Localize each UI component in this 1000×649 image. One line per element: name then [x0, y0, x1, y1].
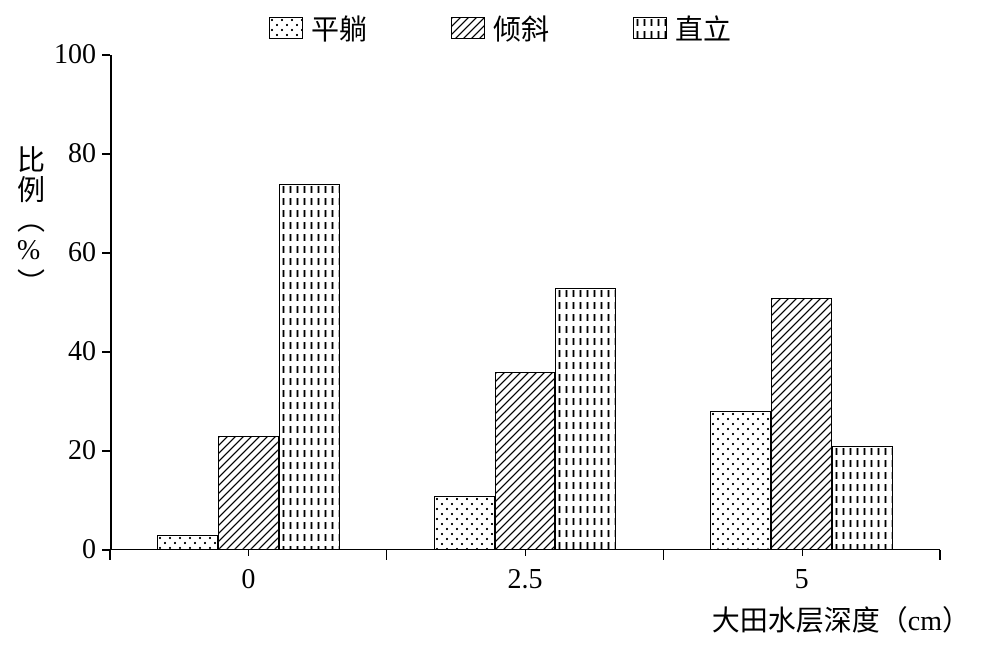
legend-label-0: 平躺: [311, 8, 367, 48]
y-tick-label: 20: [68, 435, 96, 467]
y-tick: [102, 54, 110, 56]
x-tick-label: 5: [795, 564, 809, 596]
y-tick: [102, 351, 110, 353]
legend-item-2: 直立: [633, 8, 731, 48]
chart: 平躺 倾斜 直立 比例（%） 大田水层深度（cm） 02040608010002…: [0, 0, 1000, 649]
bar: [218, 436, 279, 550]
legend-label-2: 直立: [675, 8, 731, 48]
y-tick-label: 80: [68, 138, 96, 170]
x-tick-minor: [802, 550, 803, 556]
y-axis: [110, 55, 112, 550]
x-axis-label: 大田水层深度（cm）: [712, 599, 970, 639]
x-tick-minor: [248, 550, 249, 556]
y-tick-label: 60: [68, 237, 96, 269]
x-tick-major: [939, 550, 941, 560]
legend-label-1: 倾斜: [493, 8, 549, 48]
x-tick-major: [386, 550, 388, 560]
bar: [157, 535, 218, 550]
legend-item-1: 倾斜: [451, 8, 549, 48]
y-tick-label: 100: [54, 39, 96, 71]
bar: [495, 372, 556, 550]
x-tick-major: [663, 550, 665, 560]
bar: [832, 446, 893, 550]
bar: [710, 411, 771, 550]
x-tick-label: 0: [241, 564, 255, 596]
y-axis-label: 比例（%）: [8, 145, 48, 298]
y-tick-label: 40: [68, 336, 96, 368]
x-tick-label: 2.5: [508, 564, 543, 596]
y-tick: [102, 252, 110, 254]
y-tick: [102, 450, 110, 452]
legend-swatch-0: [269, 17, 303, 39]
plot-area: 02040608010002.55: [110, 55, 940, 550]
x-tick-minor: [525, 550, 526, 556]
y-tick: [102, 153, 110, 155]
legend: 平躺 倾斜 直立: [0, 8, 1000, 48]
bar: [555, 288, 616, 550]
legend-swatch-2: [633, 17, 667, 39]
bar: [279, 184, 340, 550]
bar: [771, 298, 832, 550]
legend-item-0: 平躺: [269, 8, 367, 48]
x-tick-major: [109, 550, 111, 560]
bar: [434, 496, 495, 550]
legend-swatch-1: [451, 17, 485, 39]
y-tick-label: 0: [82, 534, 96, 566]
